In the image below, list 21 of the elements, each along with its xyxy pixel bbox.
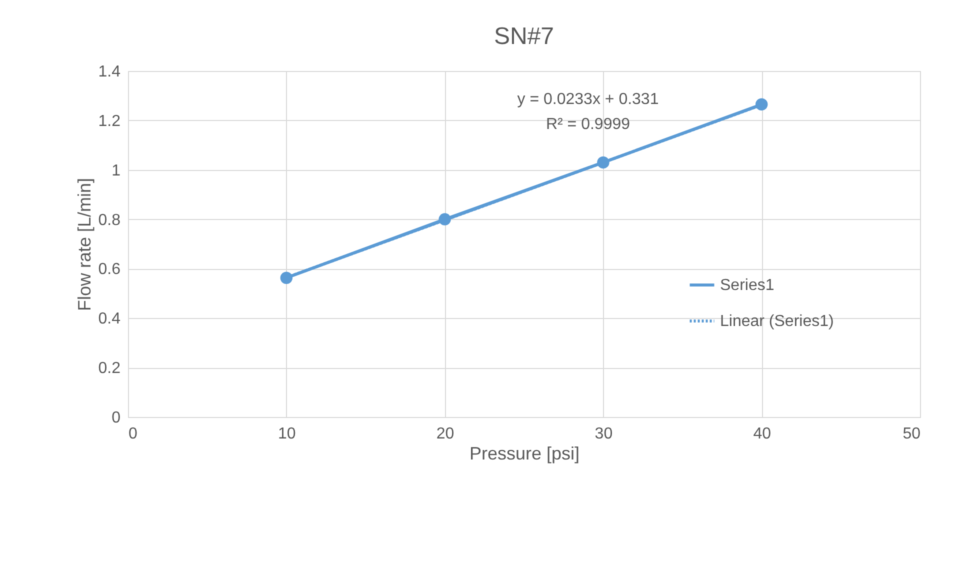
y-tick-label: 0 [112,410,121,426]
x-tick-label: 0 [128,426,138,442]
x-tick-label: 20 [436,426,454,442]
y-tick-label: 0.2 [98,360,121,378]
y-tick-label: 0.4 [98,310,121,328]
x-tick-label: 30 [594,426,613,442]
y-tick-label: 0.6 [98,261,121,278]
y-tick-label: 1.4 [98,64,121,80]
x-tick-label: 10 [278,426,296,442]
x-tick-label: 40 [753,426,772,442]
y-tick-label: 1 [112,162,121,180]
y-tick-label: 0.8 [98,212,121,229]
y-axis-title: Flow rate [L/min] [74,178,94,312]
chart-title: SN#7 [494,23,554,50]
legend-label: Series1 [720,277,774,294]
legend-label: Linear (Series1) [720,313,834,330]
x-tick-label: 50 [902,426,921,442]
annotation: R² = 0.9999 [546,116,630,133]
y-tick-label: 1.2 [98,112,121,130]
annotation: y = 0.0233x + 0.331 [517,91,659,108]
x-axis-title: Pressure [psi] [469,444,580,464]
